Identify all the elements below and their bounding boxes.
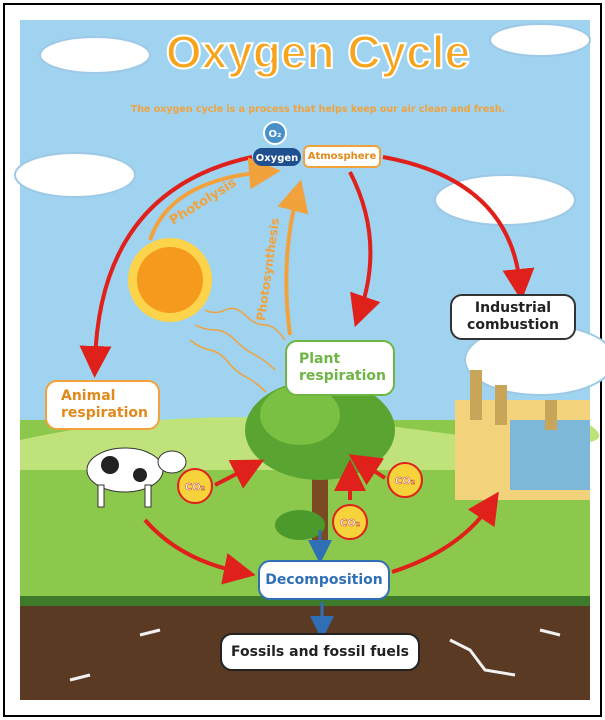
cow-leg xyxy=(145,485,151,507)
industrial-node: Industrial combustion xyxy=(450,294,576,340)
oxygen-label: Oxygen xyxy=(256,153,299,164)
cow-spot xyxy=(133,468,147,482)
cloud xyxy=(15,153,135,197)
building xyxy=(510,420,590,490)
body: Oxygen Cycle The oxygen cycle is a proce… xyxy=(0,0,605,720)
cow-leg xyxy=(98,485,104,507)
subtitle: The oxygen cycle is a process that helps… xyxy=(131,104,505,115)
cloud xyxy=(490,24,590,56)
page: Oxygen Cycle {"header":{"title":"Oxygen … xyxy=(0,0,605,720)
chimney xyxy=(495,385,507,425)
o2-symbol: O₂ xyxy=(269,129,282,140)
cloud xyxy=(40,37,150,73)
bush xyxy=(275,510,325,540)
plant-node: Plant respiration xyxy=(285,340,395,396)
title: Oxygen Cycle xyxy=(166,26,470,78)
co2-label: CO₂ xyxy=(395,476,415,487)
cow-spot xyxy=(101,456,119,474)
chimney xyxy=(545,400,557,430)
atmosphere-node: Atmosphere xyxy=(303,145,381,168)
co2-label: CO₂ xyxy=(340,518,360,529)
fossils-node: Fossils and fossil fuels xyxy=(220,633,420,671)
decomposition-node: Decomposition xyxy=(258,560,390,600)
cow-head xyxy=(158,451,186,473)
chimney xyxy=(470,370,482,420)
sun xyxy=(128,238,212,322)
sun-core xyxy=(137,247,203,313)
animal-node: Animal respiration xyxy=(45,380,160,430)
co2-label: CO₂ xyxy=(185,482,205,493)
